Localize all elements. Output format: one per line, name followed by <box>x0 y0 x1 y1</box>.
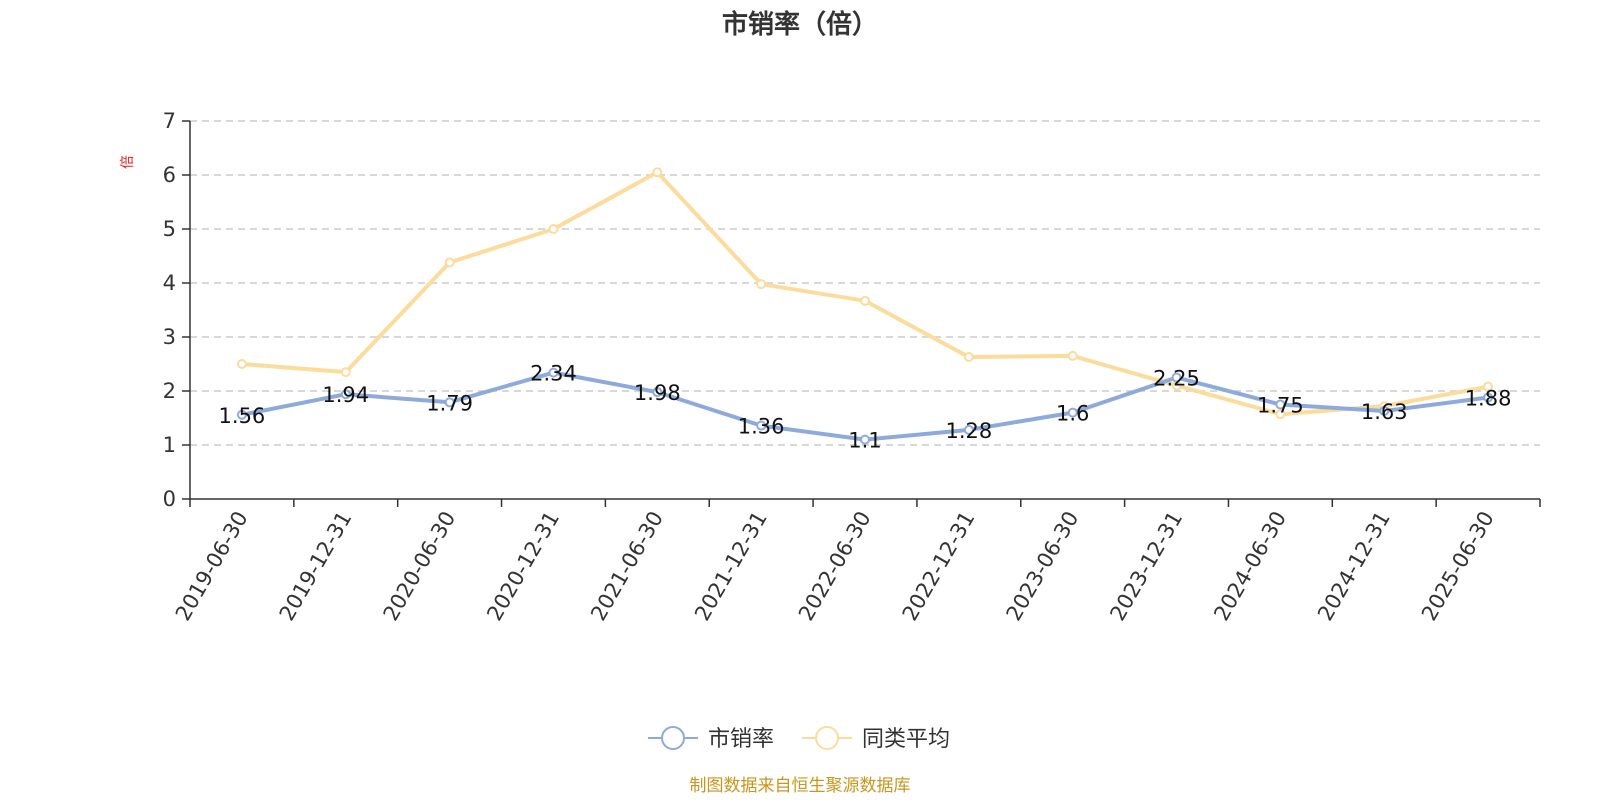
data-label-1: 1.94 <box>322 383 369 407</box>
y-axis-ticks: 0 1 2 3 4 5 6 7 <box>163 109 190 511</box>
data-label-10: 1.75 <box>1257 394 1304 418</box>
data-label-6: 1.1 <box>848 429 881 453</box>
series-1-point-5[interactable] <box>756 279 767 290</box>
legend-swatch-marker-1 <box>815 726 839 750</box>
y-tick-label-7: 7 <box>163 109 176 133</box>
series-layer <box>236 167 1494 445</box>
x-tick-label-3: 2020-12-31 <box>482 507 564 625</box>
x-tick-label-8: 2023-06-30 <box>1002 507 1084 625</box>
grid-lines <box>190 120 1540 446</box>
x-tick-label-2: 2020-06-30 <box>379 507 461 625</box>
x-tick-label-5: 2021-12-31 <box>690 507 772 625</box>
series-0-point-8[interactable] <box>1067 407 1078 418</box>
y-axis-unit-label: 倍 <box>120 155 136 169</box>
series-1-point-4[interactable] <box>652 167 663 178</box>
series-0-point-12[interactable] <box>1483 392 1494 403</box>
series-1-point-12[interactable] <box>1483 381 1494 392</box>
x-axis-ticks: 2019-06-30 2019-12-31 2020-06-30 2020-12-31… <box>171 499 1541 625</box>
y-tick-label-0: 0 <box>163 487 176 511</box>
data-label-8: 1.6 <box>1056 402 1089 426</box>
series-0-point-1[interactable] <box>340 389 351 400</box>
x-tick-label-7: 2022-12-31 <box>898 507 980 625</box>
y-tick-label-6: 6 <box>163 163 176 187</box>
series-1-point-1[interactable] <box>340 367 351 378</box>
data-label-2: 1.79 <box>426 391 473 415</box>
x-tick-label-1: 2019-12-31 <box>275 507 357 625</box>
y-tick-label-5: 5 <box>163 217 176 241</box>
x-tick-label-9: 2023-12-31 <box>1105 507 1187 625</box>
series-0-point-5[interactable] <box>756 420 767 431</box>
x-tick-label-10: 2024-06-30 <box>1209 507 1291 625</box>
series-0-point-7[interactable] <box>963 424 974 435</box>
series-1-point-2[interactable] <box>444 257 455 268</box>
x-tick-label-12: 2025-06-30 <box>1417 507 1499 625</box>
legend-label-1: 同类平均 <box>862 727 950 752</box>
legend-item-1[interactable]: 同类平均 <box>802 726 950 752</box>
legend-label-0: 市销率 <box>708 727 774 752</box>
legend-swatch-marker-0 <box>661 726 685 750</box>
series-0-point-3[interactable] <box>548 367 559 378</box>
series-0-point-6[interactable] <box>860 434 870 445</box>
chart-title: 市销率（倍） <box>722 9 878 40</box>
series-1-point-0[interactable] <box>236 359 247 369</box>
y-tick-label-2: 2 <box>163 379 176 403</box>
series-1-point-8[interactable] <box>1067 350 1078 361</box>
series-1-point-7[interactable] <box>963 351 974 362</box>
data-label-0: 1.56 <box>219 404 266 428</box>
legend-item-0[interactable]: 市销率 <box>648 726 774 752</box>
axes <box>189 121 1540 500</box>
series-0-point-4[interactable] <box>652 387 663 398</box>
data-label-4: 1.98 <box>634 381 681 405</box>
series-1-point-3[interactable] <box>548 224 559 234</box>
series-0-point-9[interactable] <box>1171 372 1182 383</box>
series-line-1 <box>239 170 1491 417</box>
data-label-3: 2.34 <box>530 362 577 386</box>
data-label-5: 1.36 <box>738 415 785 439</box>
series-0-point-2[interactable] <box>444 397 455 408</box>
y-tick-label-4: 4 <box>163 271 176 295</box>
data-label-7: 1.28 <box>945 419 992 443</box>
series-0-point-0[interactable] <box>236 409 247 420</box>
data-source-note: 制图数据来自恒生聚源数据库 <box>690 776 911 796</box>
series-1-point-10[interactable] <box>1275 409 1286 420</box>
x-tick-label-0: 2019-06-30 <box>171 507 253 625</box>
x-tick-label-11: 2024-12-31 <box>1313 507 1395 625</box>
legend[interactable]: 市销率 同类平均 <box>648 726 950 752</box>
y-tick-label-1: 1 <box>163 433 176 457</box>
data-labels: 1.56 1.94 1.79 2.34 1.98 1.36 1.1 1.28 1.6 2.25 1.… <box>219 362 1512 453</box>
series-1-point-6[interactable] <box>860 295 870 306</box>
x-tick-label-4: 2021-06-30 <box>586 507 668 625</box>
x-tick-label-6: 2022-06-30 <box>794 507 876 625</box>
data-label-9: 2.25 <box>1153 367 1200 391</box>
data-label-12: 1.88 <box>1465 386 1512 410</box>
data-label-11: 1.63 <box>1361 400 1408 424</box>
series-0-point-11[interactable] <box>1379 405 1390 416</box>
y-tick-label-3: 3 <box>163 325 176 349</box>
series-0-point-10[interactable] <box>1275 399 1286 410</box>
